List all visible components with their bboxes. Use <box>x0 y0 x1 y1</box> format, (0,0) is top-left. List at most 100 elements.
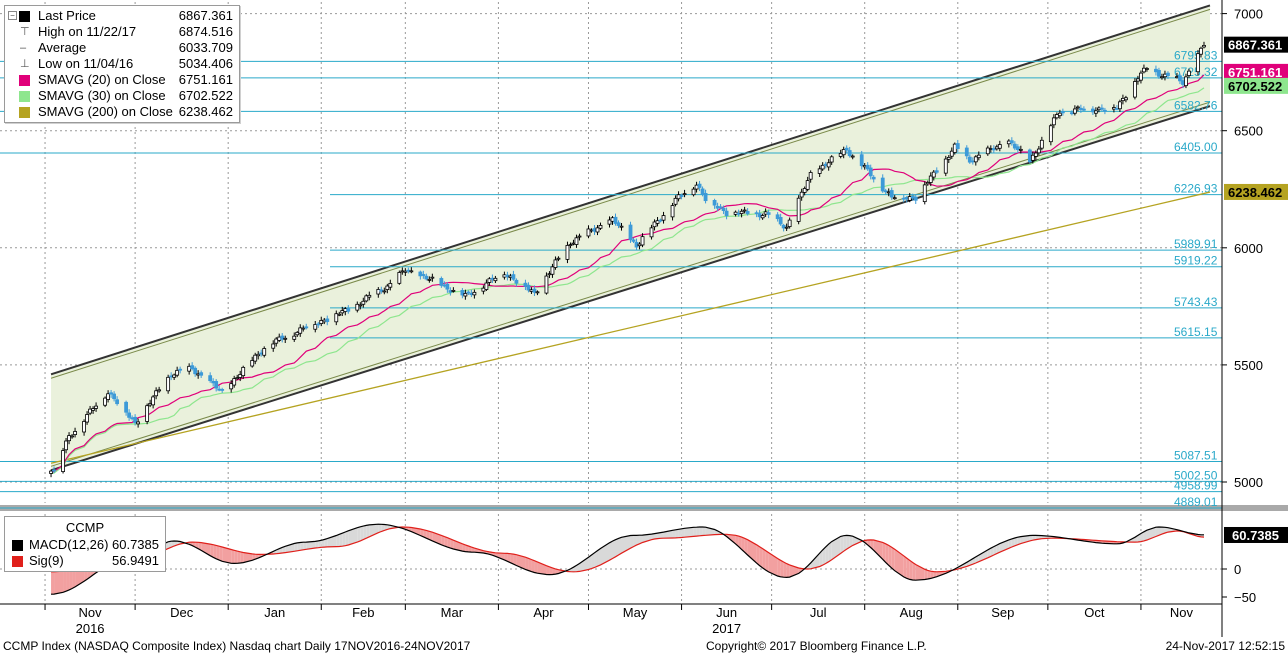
candle-body <box>967 156 972 163</box>
macd-histogram-fill <box>609 541 613 561</box>
candle-body <box>253 354 258 362</box>
candle-body <box>964 147 969 157</box>
macd-histogram-fill <box>339 533 343 547</box>
candle-body <box>82 421 86 433</box>
macd-histogram-fill <box>615 538 619 557</box>
macd-histogram-fill <box>768 552 778 576</box>
candle-body <box>928 175 933 183</box>
legend-signal[interactable]: Sig(9) 56.9491 <box>5 553 165 569</box>
candle-body <box>343 308 348 312</box>
candle-body <box>1118 101 1122 110</box>
candle-body <box>544 275 549 294</box>
macd-histogram-fill <box>744 538 748 556</box>
macd-histogram-fill <box>534 560 538 574</box>
candle-body <box>970 160 975 163</box>
candle-body <box>532 288 537 293</box>
macd-histogram-fill <box>672 529 676 539</box>
legend-sma200[interactable]: SMAVG (200) on Close 6238.462 <box>5 104 239 120</box>
candle-body <box>694 184 699 190</box>
candle-body <box>907 196 912 201</box>
legend-value: 6867.361 <box>178 8 233 23</box>
candle-body <box>988 148 993 150</box>
macd-histogram-fill <box>852 536 862 546</box>
year-label: 2016 <box>76 621 105 636</box>
legend-sma20[interactable]: SMAVG (20) on Close 6751.161 <box>5 72 239 88</box>
candle-body <box>250 360 255 367</box>
macd-histogram-fill <box>450 538 454 550</box>
candle-body <box>1115 108 1119 110</box>
candle-body <box>778 217 783 225</box>
candle-body <box>1133 81 1137 98</box>
price-level-label: 6725.32 <box>1174 65 1218 79</box>
macd-histogram-fill <box>234 550 238 564</box>
candle-body <box>508 275 513 278</box>
macd-histogram-fill <box>201 542 211 556</box>
macd-histogram-fill <box>570 567 574 572</box>
candle-body <box>796 197 801 222</box>
candle-body <box>358 304 363 307</box>
candle-body <box>295 332 300 336</box>
macd-histogram-fill <box>531 559 535 573</box>
candle-body <box>406 269 411 272</box>
candle-body <box>448 290 453 293</box>
candle-body <box>199 372 204 376</box>
candle-body <box>1166 72 1170 77</box>
legend-last-price[interactable]: Last Price 6867.361 <box>5 8 239 24</box>
candle-body <box>784 226 789 229</box>
candle-body <box>259 352 264 355</box>
macd-value-tag-label: 60.7385 <box>1232 528 1279 543</box>
x-tick-label: Aug <box>900 605 923 620</box>
macd-histogram-fill <box>996 543 1000 554</box>
candle-body <box>547 273 552 276</box>
macd-histogram-fill <box>324 538 328 548</box>
candle-body <box>1018 148 1023 151</box>
macd-histogram-fill <box>600 542 610 565</box>
candle-body <box>280 335 285 340</box>
candle-body <box>697 183 702 188</box>
trend-channel-upper-inner <box>50 8 1211 379</box>
candle-body <box>568 244 573 247</box>
legend-low[interactable]: ⊥ Low on 11/04/16 5034.406 <box>5 56 239 72</box>
macd-legend: CCMP MACD(12,26) 60.7385 Sig(9) 56.9491 <box>4 516 166 572</box>
candle-body <box>655 220 660 224</box>
x-tick-label: May <box>623 605 648 620</box>
legend-sma30[interactable]: SMAVG (30) on Close 6702.522 <box>5 88 239 104</box>
legend-average[interactable]: – Average 6033.709 <box>5 40 239 56</box>
macd-histogram-fill <box>1161 527 1165 535</box>
legend-macd[interactable]: MACD(12,26) 60.7385 <box>5 537 165 553</box>
candle-body <box>229 383 234 390</box>
candle-body <box>721 207 726 212</box>
collapse-icon[interactable]: − <box>8 11 17 20</box>
macd-histogram-fill <box>591 552 595 569</box>
candle-body <box>631 239 636 242</box>
candle-body <box>256 353 261 357</box>
candle-body <box>736 212 741 215</box>
macd-histogram-fill <box>1164 527 1168 534</box>
low-marker-icon: ⊥ <box>20 58 30 70</box>
candle-body <box>103 397 107 406</box>
candle-body <box>892 197 897 200</box>
legend-high[interactable]: ⊤ High on 11/22/17 6874.516 <box>5 24 239 40</box>
macd-histogram-fill <box>891 547 895 571</box>
candle-body <box>388 283 393 288</box>
candle-body <box>910 195 915 199</box>
candle-body <box>658 219 663 222</box>
candle-body <box>241 366 246 377</box>
candle-body <box>502 274 507 278</box>
candle-body <box>1075 106 1080 109</box>
candle-body <box>871 176 876 180</box>
legend-label: SMAVG (20) on Close <box>38 72 166 87</box>
candle-body <box>481 287 486 292</box>
candle-body <box>775 214 780 220</box>
candle-body <box>577 235 582 238</box>
candle-body <box>355 303 360 311</box>
candle-body <box>868 167 873 177</box>
candle-body <box>589 229 594 232</box>
macd-histogram-fill <box>219 546 223 562</box>
candle-body <box>1145 68 1149 70</box>
candle-body <box>913 196 918 201</box>
macd-histogram-fill <box>657 532 661 539</box>
macd-histogram-fill <box>873 540 883 560</box>
footer-timestamp: 24-Nov-2017 12:52:15 <box>1165 639 1285 653</box>
